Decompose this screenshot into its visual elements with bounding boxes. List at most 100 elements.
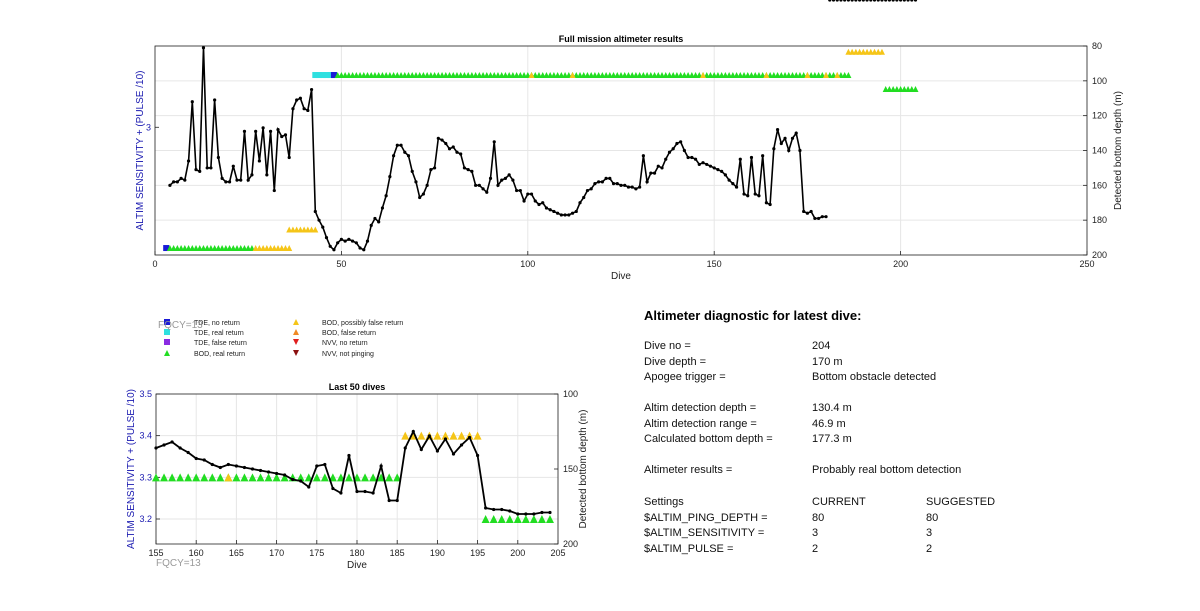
top-depth-point [183, 178, 187, 182]
top-depth-point [324, 235, 329, 240]
top-depth-point [809, 209, 813, 214]
bottom-y2label: Detected bottom depth (m) [578, 410, 589, 529]
bottom-xtick-label: 170 [269, 548, 284, 558]
top-depth-point [544, 206, 549, 210]
top-marker [319, 72, 326, 79]
top-depth-point [757, 194, 761, 198]
top-depth-point [876, 0, 880, 2]
bottom-depth-point [500, 507, 504, 512]
bottom-marker [417, 431, 426, 440]
top-depth-point [194, 168, 198, 172]
top-depth-point [608, 176, 612, 180]
top-marker [878, 48, 885, 55]
bottom-ytick-label: 3.4 [139, 431, 152, 441]
top-marker [528, 72, 535, 79]
top-depth-point [727, 178, 731, 182]
top-depth-point [227, 180, 232, 184]
top-depth-point [693, 157, 698, 161]
top-depth-point [913, 0, 918, 2]
top-depth-point [309, 87, 314, 92]
top-depth-point [720, 169, 724, 173]
bottom-marker [393, 473, 402, 482]
top-depth-point [302, 107, 306, 111]
top-depth-point [895, 0, 899, 2]
bottom-depth-point [371, 491, 375, 495]
top-depth-point [433, 166, 437, 170]
setting-current: 80 [812, 512, 825, 524]
bottom-xtick-label: 180 [349, 548, 364, 558]
top-marker [700, 72, 707, 79]
settings-header: CURRENT [812, 496, 866, 508]
top-depth-point [332, 248, 336, 252]
bottom-marker [457, 431, 466, 440]
top-depth-point [261, 126, 265, 130]
top-marker [163, 245, 170, 252]
bottom-marker [521, 515, 530, 523]
top-xtick-label: 200 [893, 259, 908, 269]
top-depth-point [507, 173, 511, 177]
top-depth-point [872, 0, 877, 2]
top-ylabel: ALTIM SENSITIVITY + (PULSE /10) [135, 71, 146, 231]
top-depth-point [239, 178, 243, 182]
top-xtick-label: 100 [520, 259, 535, 269]
top-depth-point [652, 171, 657, 175]
bottom-depth-point [202, 458, 206, 462]
bottom-xtick-label: 165 [229, 548, 244, 558]
top-depth-point [880, 0, 884, 2]
bottom-ytick-label: 3.3 [139, 472, 152, 482]
bottom-marker [449, 431, 458, 440]
top-depth-point [764, 201, 768, 205]
diag-value: 46.9 m [812, 418, 846, 430]
diag-value: Bottom obstacle detected [812, 371, 937, 383]
bottom-marker [248, 473, 257, 482]
top-depth-point [254, 129, 258, 133]
bottom-depth-point [323, 462, 327, 467]
settings-header: Settings [644, 496, 684, 508]
top-depth-point [205, 166, 209, 170]
bottom-marker [441, 431, 450, 440]
top-depth-point [820, 215, 824, 219]
top-depth-point [186, 159, 191, 163]
setting-name: $ALTIM_PULSE = [644, 543, 734, 555]
top-depth-point [548, 208, 552, 212]
top-depth-point [500, 178, 504, 182]
top-depth-point [287, 155, 291, 160]
top-depth-point [492, 140, 496, 144]
top-xtick-label: 50 [336, 259, 346, 269]
top-depth-point [619, 183, 623, 187]
top-depth-point [742, 192, 746, 196]
top-depth-point [690, 155, 694, 160]
top-depth-point [425, 183, 429, 187]
bottom-depth-point [186, 450, 190, 455]
bottom-marker [224, 473, 233, 482]
top-depth-point [686, 155, 690, 160]
bottom-depth-point [379, 464, 383, 468]
top-depth-point [365, 239, 370, 243]
top-depth-point [466, 168, 470, 172]
top-y2tick-label: 140 [1092, 146, 1107, 156]
top-depth-point [298, 96, 302, 100]
top-depth-point [321, 225, 325, 229]
top-depth-point [794, 131, 798, 135]
diag-label: Altim detection range = [644, 418, 757, 430]
top-depth-point [522, 199, 526, 203]
top-depth-point [734, 185, 739, 189]
bottom-y2tick-label: 200 [563, 539, 578, 549]
top-depth-point [802, 209, 806, 214]
top-depth-point [328, 244, 332, 248]
top-depth-point [861, 0, 865, 2]
bottom-marker [344, 473, 353, 482]
top-depth-point [295, 98, 299, 102]
top-depth-point [708, 164, 713, 168]
top-depth-point [775, 128, 780, 132]
top-depth-point [354, 241, 358, 245]
diag-value: Probably real bottom detection [812, 464, 962, 476]
top-depth-point [835, 0, 839, 2]
top-depth-point [198, 169, 202, 173]
setting-current: 2 [812, 543, 819, 555]
bottom-marker [192, 473, 201, 482]
bottom-depth-point [403, 446, 407, 450]
top-depth-point [828, 0, 832, 2]
top-depth-point [515, 188, 519, 193]
